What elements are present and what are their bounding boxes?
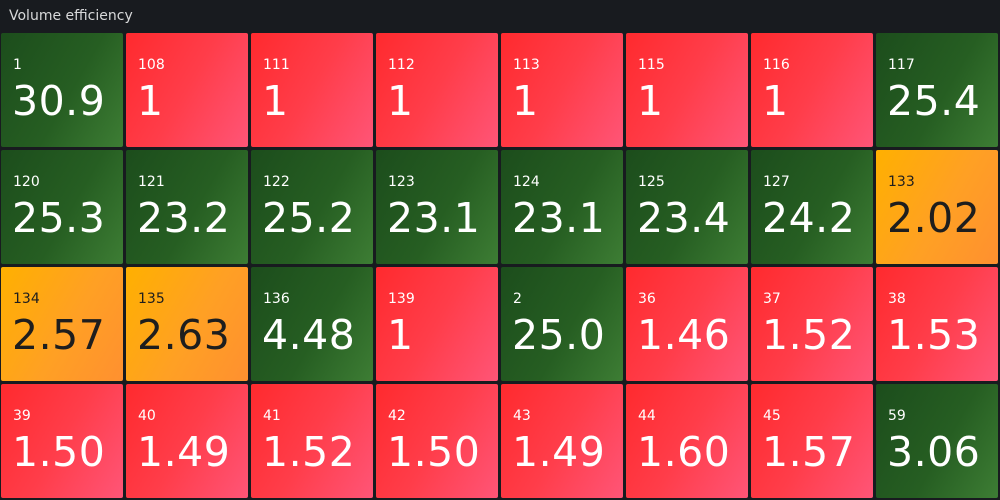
tile-label: 1 bbox=[13, 57, 22, 73]
tile-label: 45 bbox=[763, 408, 781, 424]
tile-value: 23.2 bbox=[137, 194, 231, 242]
tile-label: 2 bbox=[513, 291, 522, 307]
tile-label: 40 bbox=[138, 408, 156, 424]
stat-tile[interactable]: 108 1 bbox=[126, 33, 248, 147]
tile-label: 41 bbox=[263, 408, 281, 424]
tile-value: 2.63 bbox=[137, 311, 231, 359]
stat-tile[interactable]: 115 1 bbox=[626, 33, 748, 147]
stat-tile[interactable]: 136 4.48 bbox=[251, 267, 373, 381]
tile-label: 42 bbox=[388, 408, 406, 424]
stat-tile[interactable]: 44 1.60 bbox=[626, 384, 748, 498]
panel-title[interactable]: Volume efficiency bbox=[9, 8, 133, 24]
tile-value: 1 bbox=[512, 77, 539, 125]
tile-value: 2.02 bbox=[887, 194, 981, 242]
stat-tile[interactable]: 42 1.50 bbox=[376, 384, 498, 498]
stat-tile[interactable]: 123 23.1 bbox=[376, 150, 498, 264]
stat-tile[interactable]: 117 25.4 bbox=[876, 33, 998, 147]
tile-value: 1.60 bbox=[637, 428, 731, 476]
tile-value: 3.06 bbox=[887, 428, 981, 476]
tile-label: 134 bbox=[13, 291, 40, 307]
tile-value: 25.4 bbox=[887, 77, 981, 125]
stat-tile[interactable]: 38 1.53 bbox=[876, 267, 998, 381]
tile-value: 25.2 bbox=[262, 194, 356, 242]
tile-value: 1 bbox=[387, 77, 414, 125]
tile-value: 25.0 bbox=[512, 311, 606, 359]
stat-tile[interactable]: 2 25.0 bbox=[501, 267, 623, 381]
tile-value: 24.2 bbox=[762, 194, 856, 242]
stat-tile[interactable]: 59 3.06 bbox=[876, 384, 998, 498]
tile-value: 4.48 bbox=[262, 311, 356, 359]
stat-tile[interactable]: 122 25.2 bbox=[251, 150, 373, 264]
stat-grid: 1 30.9 108 1 111 1 112 1 113 1 115 1 116 1 117 25.4 120 2… bbox=[0, 32, 1000, 500]
stat-tile[interactable]: 43 1.49 bbox=[501, 384, 623, 498]
tile-label: 127 bbox=[763, 174, 790, 190]
stat-tile[interactable]: 1 30.9 bbox=[1, 33, 123, 147]
tile-label: 108 bbox=[138, 57, 165, 73]
tile-value: 1.53 bbox=[887, 311, 981, 359]
tile-value: 1.50 bbox=[387, 428, 481, 476]
tile-value: 23.4 bbox=[637, 194, 731, 242]
tile-value: 1 bbox=[387, 311, 414, 359]
tile-value: 1.49 bbox=[137, 428, 231, 476]
tile-label: 116 bbox=[763, 57, 790, 73]
stat-tile[interactable]: 139 1 bbox=[376, 267, 498, 381]
tile-label: 135 bbox=[138, 291, 165, 307]
stat-tile[interactable]: 121 23.2 bbox=[126, 150, 248, 264]
tile-label: 120 bbox=[13, 174, 40, 190]
stat-tile[interactable]: 37 1.52 bbox=[751, 267, 873, 381]
stat-tile[interactable]: 120 25.3 bbox=[1, 150, 123, 264]
stat-tile[interactable]: 45 1.57 bbox=[751, 384, 873, 498]
tile-value: 1.52 bbox=[262, 428, 356, 476]
tile-value: 1 bbox=[637, 77, 664, 125]
tile-label: 115 bbox=[638, 57, 665, 73]
tile-value: 23.1 bbox=[512, 194, 606, 242]
stat-tile[interactable]: 39 1.50 bbox=[1, 384, 123, 498]
stat-tile[interactable]: 127 24.2 bbox=[751, 150, 873, 264]
tile-label: 112 bbox=[388, 57, 415, 73]
tile-label: 117 bbox=[888, 57, 915, 73]
stat-tile[interactable]: 36 1.46 bbox=[626, 267, 748, 381]
tile-value: 1.46 bbox=[637, 311, 731, 359]
tile-value: 1 bbox=[262, 77, 289, 125]
tile-label: 36 bbox=[638, 291, 656, 307]
stat-tile[interactable]: 125 23.4 bbox=[626, 150, 748, 264]
stat-tile[interactable]: 116 1 bbox=[751, 33, 873, 147]
tile-value: 1 bbox=[137, 77, 164, 125]
tile-value: 1.52 bbox=[762, 311, 856, 359]
tile-value: 1.49 bbox=[512, 428, 606, 476]
tile-label: 124 bbox=[513, 174, 540, 190]
tile-value: 30.9 bbox=[12, 77, 106, 125]
tile-label: 44 bbox=[638, 408, 656, 424]
tile-label: 113 bbox=[513, 57, 540, 73]
tile-value: 2.57 bbox=[12, 311, 106, 359]
tile-label: 39 bbox=[13, 408, 31, 424]
tile-label: 111 bbox=[263, 57, 290, 73]
tile-value: 1.57 bbox=[762, 428, 856, 476]
tile-value: 1 bbox=[762, 77, 789, 125]
stat-tile[interactable]: 113 1 bbox=[501, 33, 623, 147]
tile-label: 139 bbox=[388, 291, 415, 307]
tile-label: 136 bbox=[263, 291, 290, 307]
stat-tile[interactable]: 133 2.02 bbox=[876, 150, 998, 264]
tile-label: 37 bbox=[763, 291, 781, 307]
stat-tile[interactable]: 41 1.52 bbox=[251, 384, 373, 498]
tile-label: 122 bbox=[263, 174, 290, 190]
stat-tile[interactable]: 134 2.57 bbox=[1, 267, 123, 381]
tile-label: 59 bbox=[888, 408, 906, 424]
tile-value: 1.50 bbox=[12, 428, 106, 476]
stat-tile[interactable]: 40 1.49 bbox=[126, 384, 248, 498]
tile-value: 25.3 bbox=[12, 194, 106, 242]
stat-tile[interactable]: 111 1 bbox=[251, 33, 373, 147]
tile-value: 23.1 bbox=[387, 194, 481, 242]
tile-label: 125 bbox=[638, 174, 665, 190]
tile-label: 43 bbox=[513, 408, 531, 424]
stat-tile[interactable]: 135 2.63 bbox=[126, 267, 248, 381]
tile-label: 121 bbox=[138, 174, 165, 190]
tile-label: 38 bbox=[888, 291, 906, 307]
tile-label: 133 bbox=[888, 174, 915, 190]
tile-label: 123 bbox=[388, 174, 415, 190]
stat-tile[interactable]: 124 23.1 bbox=[501, 150, 623, 264]
stat-tile[interactable]: 112 1 bbox=[376, 33, 498, 147]
